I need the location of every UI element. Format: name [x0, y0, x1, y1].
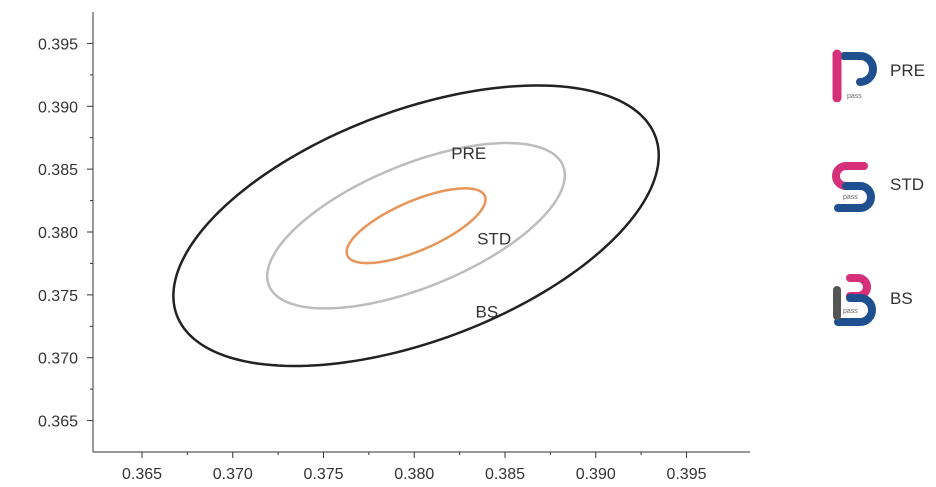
- x-tick-label: 0.385: [485, 466, 525, 483]
- y-tick-label: 0.370: [38, 351, 78, 368]
- y-tick-label: 0.385: [38, 162, 78, 179]
- legend-badge: pass: [843, 308, 858, 315]
- legend-item-bs: pass BS: [830, 270, 936, 330]
- x-tick-label: 0.370: [213, 466, 253, 483]
- legend-item-pre: pass PRE: [830, 42, 936, 102]
- curve-labels: PRE STD BS: [451, 144, 511, 321]
- legend-label-bs: BS: [890, 289, 913, 308]
- contour-bs: [172, 84, 660, 368]
- legend-label-pre: PRE: [890, 61, 925, 80]
- y-tick-label: 0.375: [38, 288, 78, 305]
- contour-pre: [345, 187, 487, 265]
- b-pass-logo-icon: pass: [833, 274, 876, 326]
- y-tick-label: 0.365: [38, 414, 78, 431]
- s-pass-logo-icon: pass: [832, 162, 875, 212]
- y-tick-label: 0.380: [38, 225, 78, 242]
- x-tick-label: 0.390: [576, 466, 616, 483]
- legend-label-std: STD: [890, 175, 924, 194]
- curve-label-pre: PRE: [451, 144, 486, 163]
- contour-curves: [172, 84, 660, 368]
- contour-std: [266, 141, 567, 310]
- y-tick-label: 0.395: [38, 36, 78, 53]
- x-tick-label: 0.375: [303, 466, 343, 483]
- p-pass-logo-icon: pass: [832, 49, 877, 102]
- legend-item-std: pass STD: [830, 156, 936, 216]
- curve-label-std: STD: [477, 230, 511, 249]
- x-tick-label: 0.380: [394, 466, 434, 483]
- legend-badge: pass: [843, 194, 858, 201]
- axes: 0.365 0.370 0.375 0.380 0.385 0.390 0.395 0.395…: [38, 12, 750, 483]
- x-tick-label: 0.365: [122, 466, 162, 483]
- y-tick-label: 0.390: [38, 99, 78, 116]
- chart-area: 0.365 0.370 0.375 0.380 0.385 0.390 0.395 0.395…: [38, 12, 750, 483]
- legend-badge: pass: [847, 93, 862, 100]
- curve-label-bs: BS: [475, 302, 498, 321]
- x-tick-label: 0.395: [666, 466, 706, 483]
